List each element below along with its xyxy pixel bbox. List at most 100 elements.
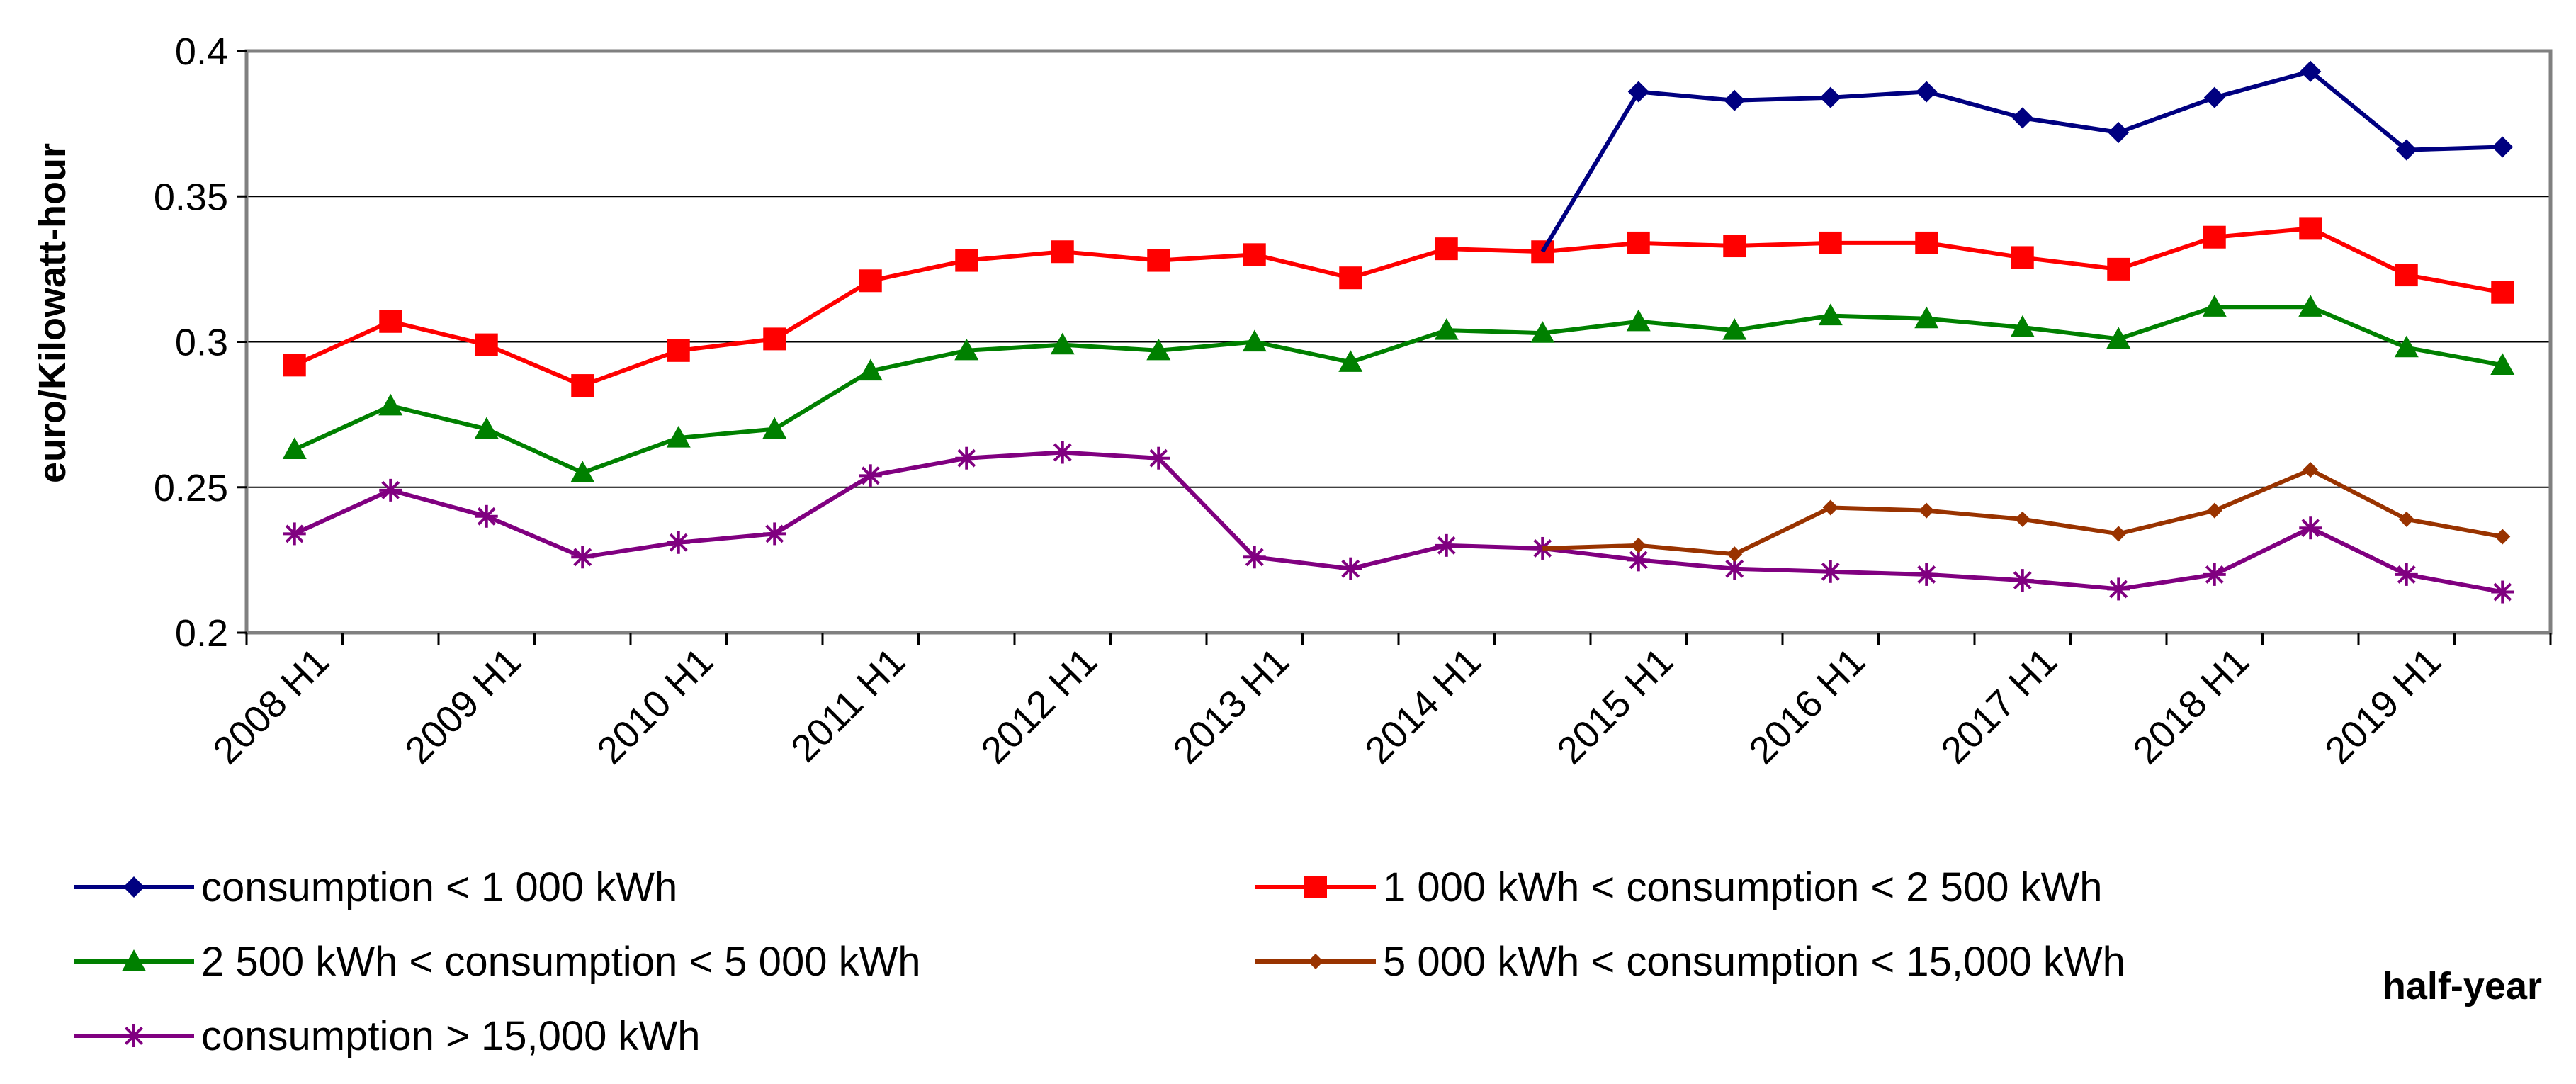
y-tick-label: 0.25: [154, 467, 228, 509]
data-point: [1627, 231, 1650, 254]
data-point: [666, 425, 691, 448]
data-point: [2298, 295, 2323, 317]
data-point: [1531, 536, 1554, 560]
data-point: [1724, 89, 1746, 111]
y-tick-label: 0.3: [175, 322, 228, 364]
data-point: [1915, 563, 1938, 586]
legend-marker: [1308, 954, 1323, 969]
data-point: [1822, 499, 1838, 516]
x-tick-label: 2018 H1: [2125, 640, 2257, 772]
star-stroke: [765, 524, 784, 543]
data-point: [571, 546, 594, 569]
legend-marker: [123, 1024, 145, 1047]
legend-marker: [1304, 876, 1327, 898]
legend-item: 5 000 kWh < consumption < 15,000 kWh: [1255, 939, 2125, 985]
data-point: [1819, 86, 1841, 108]
data-point: [2011, 107, 2033, 129]
data-point: [283, 354, 306, 377]
data-point: [762, 417, 787, 439]
star-stroke: [477, 507, 496, 526]
data-point: [2206, 502, 2222, 519]
grid-lines: [247, 50, 2550, 633]
star-stroke: [957, 448, 976, 468]
data-point: [1434, 318, 1459, 340]
series-2: [283, 217, 2514, 397]
data-point: [2303, 462, 2319, 478]
star-stroke: [1341, 559, 1360, 578]
x-axis-title: half-year: [2383, 965, 2542, 1007]
legend-label: consumption < 1 000 kWh: [201, 864, 677, 910]
star-stroke: [1149, 448, 1168, 468]
data-point: [570, 461, 595, 482]
data-point: [1147, 446, 1170, 470]
data-point: [1915, 231, 1938, 254]
star-stroke: [1629, 551, 1648, 570]
star-stroke: [1725, 559, 1744, 578]
data-point: [2111, 526, 2127, 542]
data-point: [1243, 243, 1266, 266]
data-point: [1050, 332, 1075, 355]
data-point: [475, 504, 498, 528]
data-point: [1242, 329, 1267, 352]
star-stroke: [285, 524, 304, 543]
x-tick-label: 2009 H1: [397, 640, 529, 772]
data-point: [2203, 86, 2225, 108]
data-point: [2395, 563, 2418, 586]
series-line: [293, 226, 2503, 388]
data-point: [2495, 529, 2511, 545]
data-point: [1339, 557, 1362, 580]
y-tick-label: 0.35: [154, 176, 228, 218]
legend: consumption < 1 000 kWh 1 000 kWh < consu…: [74, 864, 2125, 1059]
data-point: [1630, 537, 1646, 553]
star-stroke: [669, 533, 688, 552]
legend-label: 5 000 kWh < consumption < 15,000 kWh: [1383, 939, 2125, 985]
series-3: [282, 295, 2515, 482]
series-1: [1540, 60, 2514, 253]
data-point: [2395, 139, 2417, 161]
data-point: [858, 358, 883, 381]
data-point: [2107, 577, 2130, 601]
data-point: [1627, 81, 1649, 103]
series-line: [293, 450, 2503, 594]
data-point: [1818, 303, 1843, 326]
data-point: [283, 522, 306, 546]
data-point: [1914, 306, 1939, 329]
data-point: [1819, 560, 1842, 583]
data-point: [2398, 511, 2414, 527]
data-point: [1243, 546, 1266, 569]
data-point: [1626, 309, 1651, 332]
y-axis-title: euro/Kilowatt-hour: [31, 143, 74, 483]
data-point: [955, 249, 978, 272]
data-point: [2492, 136, 2514, 158]
series-4: [1542, 462, 2511, 563]
data-point: [1051, 441, 1074, 464]
data-point: [2010, 315, 2035, 337]
data-point: [2202, 295, 2227, 317]
data-point: [2106, 327, 2131, 349]
series-5: [283, 441, 2514, 604]
data-point: [1916, 81, 1938, 103]
legend-item: consumption < 1 000 kWh: [74, 864, 677, 910]
data-point: [2300, 60, 2322, 82]
data-point: [667, 339, 690, 362]
data-point: [379, 478, 402, 502]
y-tick-label: 0.4: [175, 30, 228, 73]
data-point: [954, 338, 979, 361]
star-stroke: [125, 1027, 143, 1045]
data-point: [2299, 516, 2322, 540]
data-point: [571, 374, 594, 397]
y-tick-label: 0.2: [175, 612, 228, 655]
data-point: [667, 531, 690, 554]
star-stroke: [1821, 562, 1840, 581]
data-point: [2107, 257, 2130, 281]
star-stroke: [381, 480, 400, 499]
star-stroke: [2013, 571, 2032, 590]
data-point: [1338, 350, 1363, 372]
legend-item: 1 000 kWh < consumption < 2 500 kWh: [1255, 864, 2103, 910]
data-point: [1723, 235, 1746, 258]
star-stroke: [2205, 565, 2224, 584]
legend-item: 2 500 kWh < consumption < 5 000 kWh: [74, 939, 921, 985]
star-stroke: [2397, 565, 2416, 584]
legend-marker: [122, 949, 146, 971]
